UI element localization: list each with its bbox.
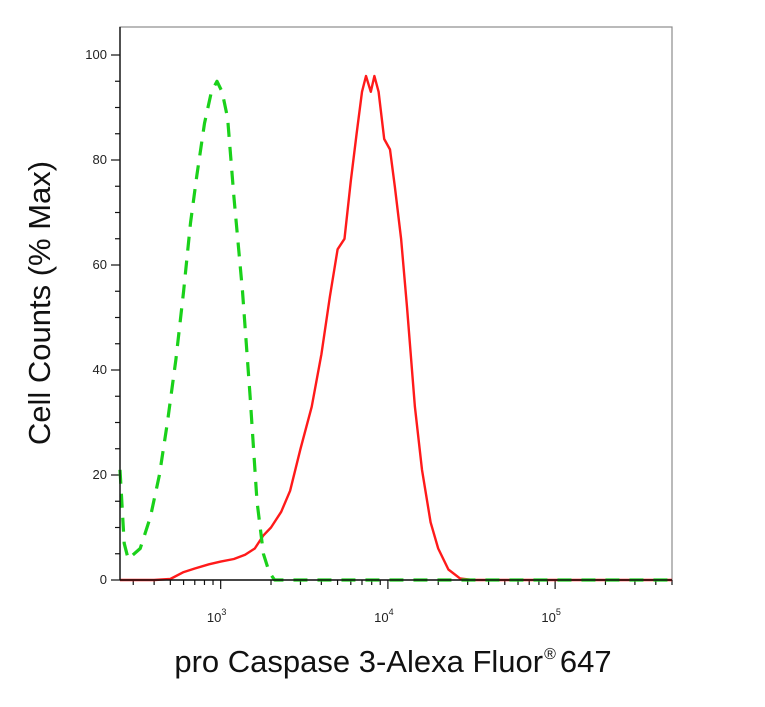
plot-frame [119,26,673,581]
x-axis-title-main: pro Caspase 3-Alexa Fluor [174,644,543,679]
series-line-dashed [118,79,672,582]
x-tick-label: 103 [207,607,226,625]
y-tick-label: 20 [93,467,107,482]
x-axis-title-suffix: 647 [560,644,612,679]
y-tick-label: 100 [85,47,107,62]
y-tick-label: 40 [93,362,107,377]
series-layer [118,74,672,582]
y-axis-ticks: 0 20 40 60 80 100 [85,47,120,587]
y-tick-label: 80 [93,152,107,167]
x-tick-label: 105 [541,607,560,625]
y-tick-label: 60 [93,257,107,272]
x-axis-title: pro Caspase 3-Alexa Fluor® 647 [174,644,611,679]
x-axis-ticks: 103 104 105 [132,580,673,625]
x-axis-title-mark: ® [544,646,556,663]
series-line-solid [120,74,672,582]
y-tick-label: 0 [100,572,107,587]
x-tick-label: 104 [374,607,393,625]
y-axis-title: Cell Counts (% Max) [22,161,57,445]
